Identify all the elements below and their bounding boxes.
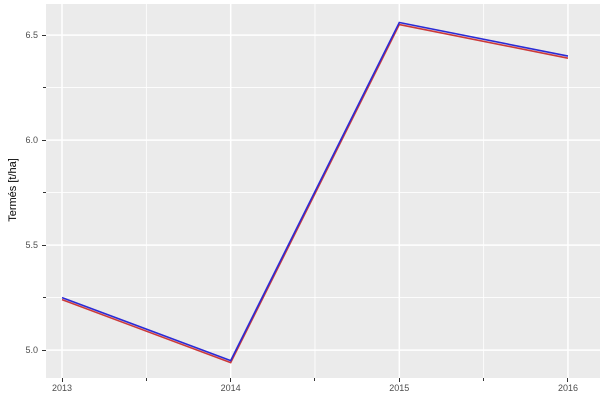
y-axis-title: Termés [t/ha] [7, 158, 19, 222]
y-axis-minor-tick [43, 192, 46, 194]
y-axis-tick [42, 34, 46, 36]
y-axis-tick [42, 349, 46, 351]
x-axis-tick [567, 378, 569, 382]
x-axis-minor-tick [483, 378, 485, 381]
x-tick-label: 2016 [557, 383, 578, 393]
plot-panel [46, 4, 600, 378]
x-axis-minor-tick [145, 378, 147, 381]
x-axis-tick [230, 378, 232, 382]
blue-line [61, 21, 569, 362]
red-line [61, 23, 569, 364]
y-axis-minor-tick [43, 87, 46, 89]
y-axis-minor-tick [43, 297, 46, 299]
y-tick-label: 5.0 [25, 344, 38, 355]
y-axis-tick [42, 139, 46, 141]
x-axis-minor-tick [314, 378, 316, 381]
x-tick-label: 2014 [220, 383, 241, 393]
x-tick-label: 2015 [389, 383, 410, 393]
x-tick-label: 2013 [52, 383, 73, 393]
y-tick-label: 5.5 [25, 239, 38, 250]
x-axis-tick [61, 378, 63, 382]
plot-svg [46, 4, 600, 378]
x-axis-tick [398, 378, 400, 382]
y-tick-label: 6.0 [25, 134, 38, 145]
y-tick-label: 6.5 [25, 29, 38, 40]
y-axis-tick [42, 244, 46, 246]
